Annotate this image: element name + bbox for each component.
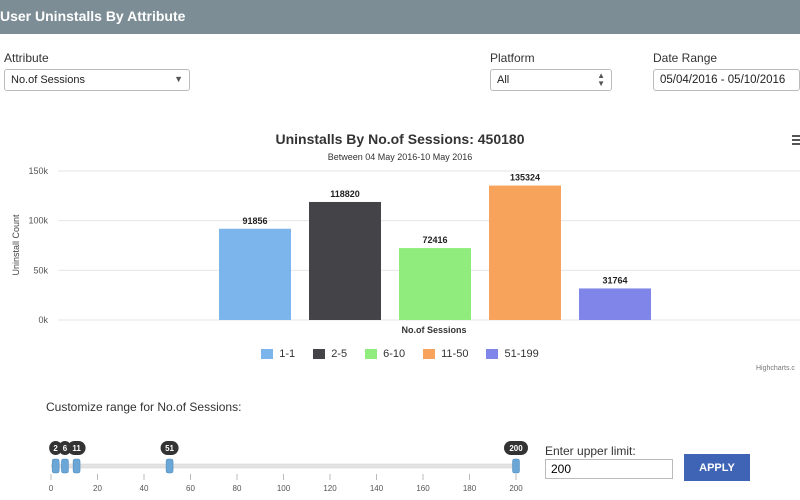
chart-bar[interactable] <box>399 248 471 320</box>
legend-swatch <box>313 349 326 360</box>
attribute-select[interactable]: No.of Sessions ▼ <box>4 69 190 91</box>
chart-bar[interactable] <box>309 201 381 320</box>
data-label: 72416 <box>422 235 447 245</box>
slider-handle[interactable] <box>51 458 60 474</box>
slider-handle[interactable] <box>61 458 69 474</box>
handle-tooltip <box>49 441 63 455</box>
slider-tick-label: 120 <box>323 484 337 493</box>
slider-handle[interactable] <box>165 458 174 474</box>
legend-item[interactable]: 1-1 <box>261 348 295 360</box>
apply-button[interactable]: APPLY <box>684 454 750 481</box>
handle-tooltip <box>67 441 86 455</box>
range-title: Customize range for No.of Sessions: <box>46 400 242 414</box>
chart-credits: Highcharts.c <box>756 365 795 372</box>
legend-label: 51-199 <box>504 348 539 360</box>
legend-swatch <box>365 349 378 360</box>
handle-value-label: 11 <box>72 444 81 453</box>
slider-tick-label: 160 <box>416 484 430 493</box>
y-tick-label: 50k <box>33 265 48 275</box>
x-axis-title: No.of Sessions <box>401 325 466 335</box>
slider-tick-label: 20 <box>93 484 102 493</box>
data-label: 91856 <box>242 216 267 226</box>
platform-select[interactable]: All ▲ ▼ <box>490 69 612 91</box>
legend-swatch <box>423 349 436 360</box>
chart-legend: 1-1 2-5 6-10 11-50 51-199 <box>0 348 800 360</box>
chevron-down-icon: ▼ <box>174 74 183 84</box>
handle-value-label: 51 <box>165 444 174 453</box>
attribute-select-value: No.of Sessions <box>11 74 85 86</box>
legend-label: 6-10 <box>383 348 406 360</box>
date-range-label: Date Range <box>653 51 718 65</box>
legend-item[interactable]: 2-5 <box>313 348 347 360</box>
chart-bar[interactable] <box>579 288 651 320</box>
data-label: 135324 <box>510 173 540 183</box>
up-down-arrows-icon: ▲ ▼ <box>597 71 605 88</box>
handle-tooltip <box>504 441 528 455</box>
legend-swatch <box>486 349 499 360</box>
page-title: User Uninstalls By Attribute <box>0 8 186 24</box>
handle-value-label: 2 <box>53 444 58 453</box>
slider-tick-label: 200 <box>509 484 523 493</box>
bar-chart: 0k 50k 100k 150k Uninstall Count No.of Sessio… <box>11 166 800 335</box>
handle-value-label: 200 <box>509 444 523 453</box>
slider-handle[interactable] <box>72 458 81 474</box>
app-header: User Uninstalls By Attribute <box>0 0 800 34</box>
chart-title: Uninstalls By No.of Sessions: 450180 <box>275 131 525 147</box>
upper-limit-label: Enter upper limit: <box>545 444 636 458</box>
attribute-label: Attribute <box>4 51 49 65</box>
y-tick-label: 0k <box>38 315 48 325</box>
chart-subtitle: Between 04 May 2016-10 May 2016 <box>327 152 473 162</box>
y-tick-label: 100k <box>28 216 48 226</box>
handle-tooltip <box>160 441 179 455</box>
slider-tick-label: 140 <box>370 484 384 493</box>
legend-item[interactable]: 11-50 <box>423 348 468 360</box>
date-range-input[interactable]: 05/04/2016 - 05/10/2016 <box>653 69 800 91</box>
handle-tooltip <box>58 441 72 455</box>
range-slider[interactable]: 0 20 40 60 80 100 120 140 160 180 200 2 6 11 51 200 <box>0 430 540 500</box>
slider-tick-label: 60 <box>186 484 195 493</box>
platform-label: Platform <box>490 51 535 65</box>
legend-item[interactable]: 6-10 <box>365 348 405 360</box>
menu-icon[interactable] <box>792 135 800 147</box>
legend-label: 11-50 <box>441 348 469 360</box>
slider-tick-label: 180 <box>463 484 477 493</box>
legend-swatch <box>261 349 274 360</box>
data-label: 31764 <box>602 275 627 285</box>
legend-label: 1-1 <box>279 348 296 360</box>
legend-label: 2-5 <box>331 348 348 360</box>
slider-track[interactable] <box>50 463 517 469</box>
slider-tick-label: 80 <box>233 484 242 493</box>
slider-tick-label: 40 <box>140 484 149 493</box>
platform-select-value: All <box>497 74 510 86</box>
data-label: 118820 <box>330 189 360 199</box>
slider-tick-label: 100 <box>277 484 291 493</box>
date-range-value: 05/04/2016 - 05/10/2016 <box>660 74 786 86</box>
slider-tick-label: 0 <box>49 484 54 493</box>
y-tick-label: 150k <box>28 166 48 176</box>
legend-item[interactable]: 51-199 <box>486 348 539 360</box>
handle-value-label: 6 <box>63 444 68 453</box>
y-axis-title: Uninstall Count <box>11 214 21 276</box>
slider-handle[interactable] <box>512 458 520 474</box>
chart-bar[interactable] <box>489 185 561 320</box>
chart-bar[interactable] <box>219 228 291 320</box>
upper-limit-input[interactable] <box>545 459 673 479</box>
